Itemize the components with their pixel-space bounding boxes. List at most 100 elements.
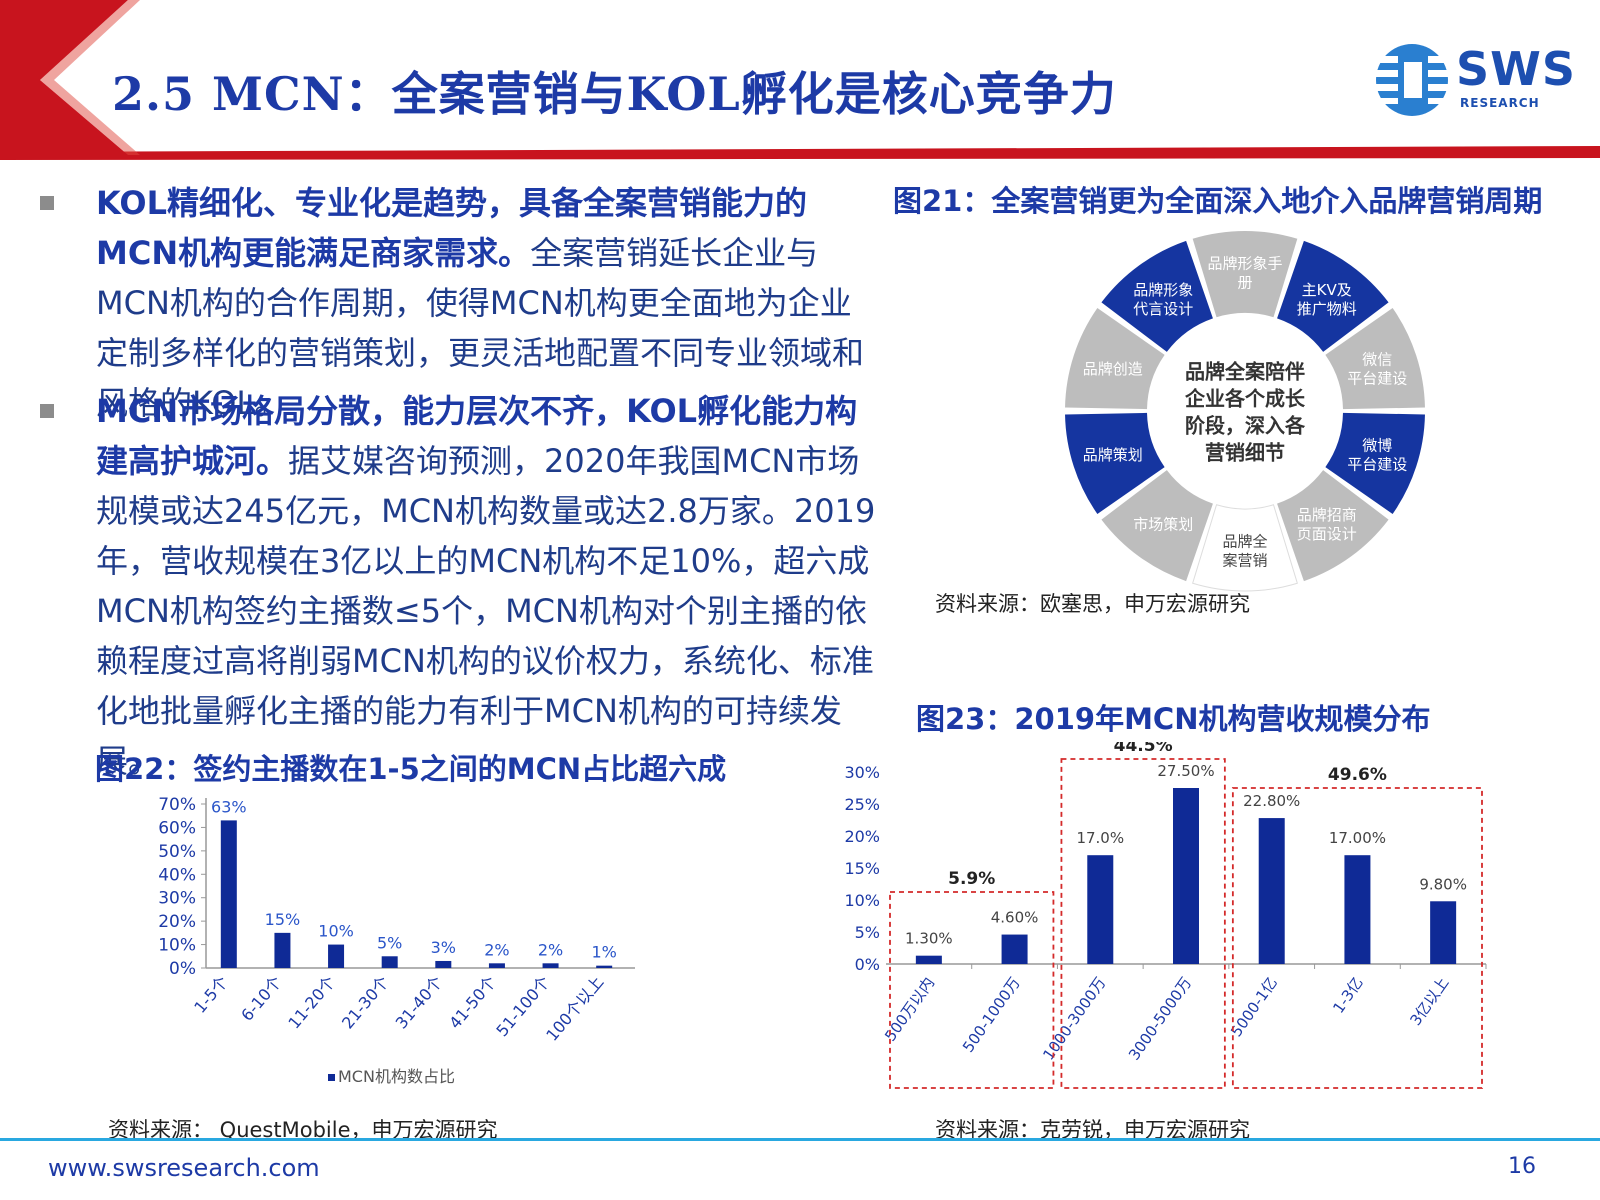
wheel-segment	[1065, 308, 1165, 410]
wheel-center-text: 品牌全案陪伴	[1185, 360, 1305, 384]
bullet-marker	[40, 404, 54, 418]
bullet-2-bold: MCN市场格局分散，能力层次不齐，KOL孵化能力构建高护城河。	[96, 392, 858, 480]
wheel-segment-label: 市场策划	[1133, 515, 1193, 533]
fig23-title: 图23：2019年MCN机构营收规模分布	[916, 702, 1431, 736]
wheel-segment-label: 品牌形象	[1133, 281, 1193, 299]
wheel-segment-label: 品牌全	[1222, 533, 1267, 551]
y-tick-label: 25%	[844, 795, 880, 814]
logo-text: SWS	[1456, 42, 1576, 96]
category-label: 6-10个	[237, 972, 285, 1024]
category-label: 31-40个	[392, 972, 447, 1032]
y-tick-label: 10%	[844, 891, 880, 910]
bullet-1-bold: KOL精细化、专业化是趋势，具备全案营销能力的MCN机构更能满足商家需求。	[96, 184, 807, 272]
wheel-center-text: 企业各个成长	[1184, 387, 1306, 411]
group-total-label: 49.6%	[1328, 765, 1387, 785]
fig22-bar-chart: 0% 10% 20% 30% 40% 50% 60% 70% 63% 1-5个 15% 6-10个 10…	[158, 795, 635, 1086]
data-label: 1.30%	[905, 930, 953, 948]
wheel-segment	[1277, 240, 1389, 352]
category-label: 11-20个	[284, 972, 339, 1032]
wheel-segment-label: 品牌形象手	[1207, 255, 1282, 273]
fig23-bar-chart: 0%5%10%15%20%25%30%1.30%500万以内4.60%500-1…	[844, 742, 1487, 1089]
wheel-segment	[1192, 504, 1298, 592]
wheel-segment-label: 册	[1237, 274, 1252, 292]
y-tick-label: 50%	[158, 842, 196, 862]
data-label: 5%	[377, 933, 402, 952]
category-label: 1-5个	[190, 972, 232, 1016]
bar	[1430, 901, 1457, 964]
y-tick-label: 30%	[844, 763, 880, 782]
bar	[220, 820, 237, 968]
wheel-segment	[1101, 240, 1213, 352]
wheel-segment-label: 品牌创造	[1083, 360, 1143, 378]
bullet-1: KOL精细化、专业化是趋势，具备全案营销能力的MCN机构更能满足商家需求。全案营…	[96, 178, 876, 428]
legend-label: MCN机构数占比	[338, 1067, 455, 1086]
wheel-segment	[1325, 412, 1425, 514]
wheel-segment-label: 案营销	[1222, 552, 1267, 570]
y-tick-label: 70%	[158, 795, 196, 815]
header-banner	[0, 0, 1600, 160]
wheel-segment-label: 代言设计	[1133, 300, 1193, 318]
y-tick-label: 0%	[855, 955, 880, 974]
wheel-segment	[1277, 470, 1389, 582]
bar	[1344, 855, 1371, 964]
category-label: 1-3亿	[1329, 974, 1366, 1017]
footer-url[interactable]: www.swsresearch.com	[48, 1154, 320, 1182]
bar	[1258, 818, 1285, 964]
category-label: 41-50个	[445, 972, 500, 1032]
y-tick-label: 20%	[158, 912, 196, 932]
category-label: 500-1000万	[959, 974, 1024, 1056]
bar	[274, 932, 291, 968]
category-label: 3000-5000万	[1125, 974, 1195, 1064]
y-tick-label: 10%	[158, 936, 196, 956]
data-label: 17.00%	[1329, 829, 1386, 847]
group-box	[889, 891, 1055, 1089]
bullet-1-text: 全案营销延长企业与MCN机构的合作周期，使得MCN机构更全面地为企业定制多样化的…	[96, 234, 865, 422]
y-tick-label: 20%	[844, 827, 880, 846]
y-tick-label: 30%	[158, 889, 196, 909]
wheel-center-text: 阶段，深入各	[1185, 414, 1306, 438]
bullet-2-text: 据艾媒咨询预测，2020年我国MCN市场规模或达245亿元，MCN机构数量或达2…	[96, 442, 876, 780]
bar	[596, 965, 613, 968]
bullet-2: MCN市场格局分散，能力层次不齐，KOL孵化能力构建高护城河。据艾媒咨询预测，2…	[96, 386, 876, 786]
wheel-segment-label: 主KV及	[1302, 281, 1352, 299]
group-total-label: 5.9%	[948, 869, 995, 889]
bar	[488, 963, 505, 968]
y-tick-label: 40%	[158, 865, 196, 885]
data-label: 3%	[431, 938, 456, 957]
data-label: 10%	[318, 922, 354, 941]
wheel-segment-label: 推广物料	[1297, 300, 1357, 318]
fig22-title: 图22：签约主播数在1-5之间的MCN占比超六成	[95, 752, 727, 786]
page-title: 2.5 MCN：全案营销与KOL孵化是核心竞争力	[112, 67, 1117, 121]
wheel-segment	[1192, 230, 1298, 318]
wheel-segment	[1065, 412, 1165, 514]
data-label: 15%	[265, 910, 301, 929]
wheel-segment	[1325, 308, 1425, 410]
footer-divider	[0, 1138, 1600, 1141]
y-tick-label: 5%	[855, 923, 880, 942]
data-label: 1%	[591, 943, 616, 962]
y-tick-label: 15%	[844, 859, 880, 878]
group-box	[1060, 758, 1226, 1089]
sws-globe-icon	[1376, 44, 1448, 116]
wheel-segment-label: 品牌招商	[1297, 506, 1357, 524]
data-label: 17.0%	[1076, 829, 1124, 847]
wheel-segment-label: 品牌策划	[1083, 446, 1143, 464]
logo-sub: RESEARCH	[1460, 96, 1540, 110]
wheel-segment-label: 微博	[1362, 436, 1392, 454]
data-label: 4.60%	[991, 909, 1039, 927]
category-label: 3亿以上	[1406, 974, 1452, 1029]
page-number: 16	[1508, 1154, 1536, 1179]
data-label: 63%	[211, 797, 247, 816]
category-label: 21-30个	[338, 972, 393, 1032]
data-label: 22.80%	[1243, 792, 1300, 810]
bar	[1001, 934, 1028, 964]
y-tick-label: 0%	[169, 959, 196, 979]
group-box	[1231, 787, 1483, 1089]
bar	[542, 963, 559, 968]
wheel-segment-label: 页面设计	[1297, 525, 1357, 543]
bar	[328, 944, 345, 968]
bar	[381, 956, 398, 968]
wheel-center-text: 营销细节	[1205, 441, 1285, 465]
wheel-segment	[1101, 470, 1213, 582]
